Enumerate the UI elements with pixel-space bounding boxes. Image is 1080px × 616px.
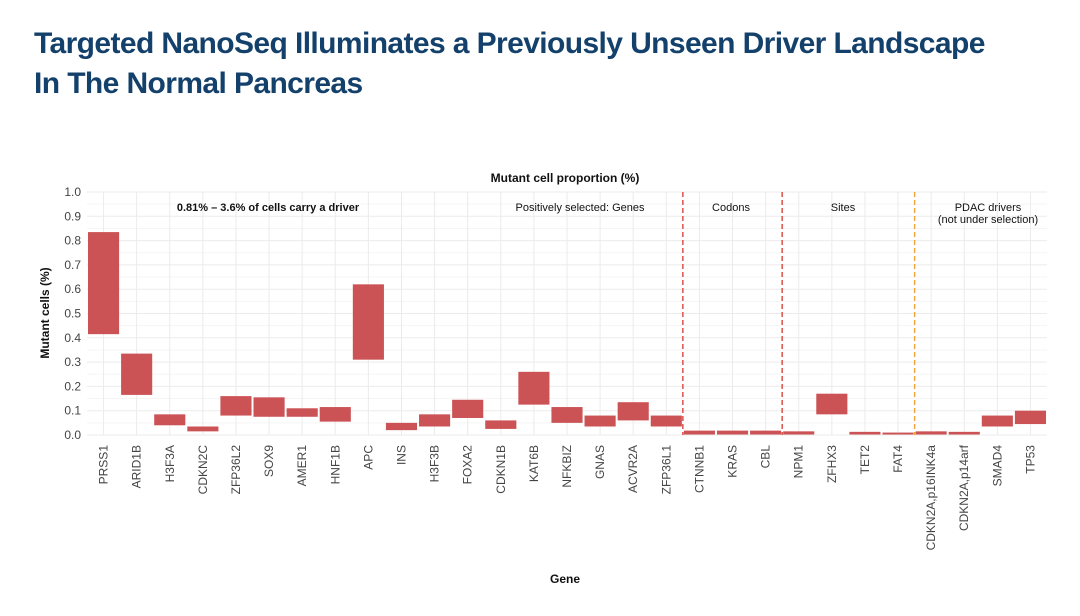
x-tick-label: ZFHX3 [825,445,839,483]
range-bars [87,232,1047,435]
gridlines [87,191,1047,436]
range-bar [385,422,418,431]
range-bar [750,430,782,435]
slide-title-line-1: Targeted NanoSeq Illuminates a Previousl… [34,27,985,60]
x-tick-label: HNF1B [328,445,342,484]
range-bar [716,430,749,435]
range-bar [286,408,318,417]
slide-title-line-2: In The Normal Pancreas [34,67,363,100]
chart-title: Mutant cell proportion (%) [491,171,640,185]
x-tick-label: KAT6B [527,445,541,482]
y-tick-label: 0.5 [64,307,81,321]
x-tick-label: H3F3B [428,445,442,482]
x-axis-label: Gene [550,572,580,586]
range-bar [551,407,583,423]
range-bar [220,396,252,416]
x-tick-label: ARID1B [130,445,144,488]
x-tick-label: GNAS [593,445,607,479]
range-bar [87,232,120,335]
x-tick-label: CTNNB1 [692,445,706,493]
group-label-pdac-line-1: PDAC drivers [955,202,1022,214]
group-label-pdac-line-2: (not under selection) [938,214,1038,226]
y-tick-label: 0.3 [64,355,81,369]
x-tick-label: CDKN2A,p16INK4a [924,445,938,551]
x-tick-label: H3F3A [163,445,177,482]
x-tick-label: FAT4 [891,445,905,473]
x-tick-label: CBL [759,445,773,469]
range-bar [584,415,616,427]
x-tick-label: NPM1 [792,445,806,479]
range-bar [1014,410,1047,425]
y-tick-label: 0.7 [64,258,81,272]
range-bar [121,353,153,395]
range-bar [352,284,384,360]
range-bar [849,431,881,435]
range-bar [187,426,219,432]
range-bar [253,397,285,417]
y-axis-label: Mutant cells (%) [38,267,52,358]
y-axis-ticks: 0.0 0.1 0.2 0.3 0.4 0.5 0.6 0.7 0.8 0.9 1.0 [64,185,81,442]
x-tick-label: CDKN1B [494,445,508,494]
y-tick-label: 0.0 [64,428,81,442]
range-bar [915,431,947,435]
range-bar [683,430,715,435]
range-bar [518,371,550,405]
y-tick-label: 0.6 [64,282,81,296]
y-tick-label: 0.1 [64,404,81,418]
y-tick-label: 0.4 [64,331,81,345]
x-tick-label: AMER1 [295,445,309,487]
y-tick-label: 0.2 [64,379,81,393]
range-bar [485,420,517,429]
range-bar [319,407,351,422]
group-label-genes: Positively selected: Genes [515,202,645,214]
driver-range-annotation: 0.81% – 3.6% of cells carry a driver [177,202,360,214]
x-tick-label: TP53 [1023,445,1037,474]
range-bar [419,414,451,427]
range-bar [816,393,848,415]
x-tick-label: PRSS1 [97,445,111,485]
range-bar [948,431,980,435]
y-tick-label: 1.0 [64,185,81,199]
range-bar [650,415,682,427]
x-tick-label: ACVR2A [626,445,640,493]
range-bar [452,399,484,418]
range-bar [154,414,186,426]
x-tick-label: CDKN2C [196,445,210,495]
range-bar [981,415,1013,427]
group-label-sites: Sites [831,202,856,214]
x-tick-label: ZFP36L2 [229,445,243,495]
x-tick-label: INS [394,445,408,465]
x-tick-label: APC [361,445,375,470]
x-tick-label: SMAD4 [990,445,1004,487]
x-tick-label: FOXA2 [461,445,475,485]
range-bar [783,431,815,435]
x-tick-label: SOX9 [262,445,276,477]
x-tick-label: ZFP36L1 [659,445,673,495]
x-axis-ticks: PRSS1 ARID1B H3F3A CDKN2C ZFP36L2 SOX9 AMER1 HN… [97,444,1038,550]
x-tick-label: NFKBIZ [560,445,574,488]
x-tick-label: KRAS [726,445,740,478]
group-dividers [682,192,916,435]
slide-title: Targeted NanoSeq Illuminates a Previousl… [34,24,985,104]
x-tick-label: CDKN2A,p14arf [957,444,971,531]
y-tick-label: 0.8 [64,234,81,248]
range-bar [617,402,649,421]
range-bar [882,432,914,435]
x-tick-label: TET2 [858,445,872,475]
y-tick-label: 0.9 [64,209,81,223]
group-label-codons: Codons [712,202,750,214]
